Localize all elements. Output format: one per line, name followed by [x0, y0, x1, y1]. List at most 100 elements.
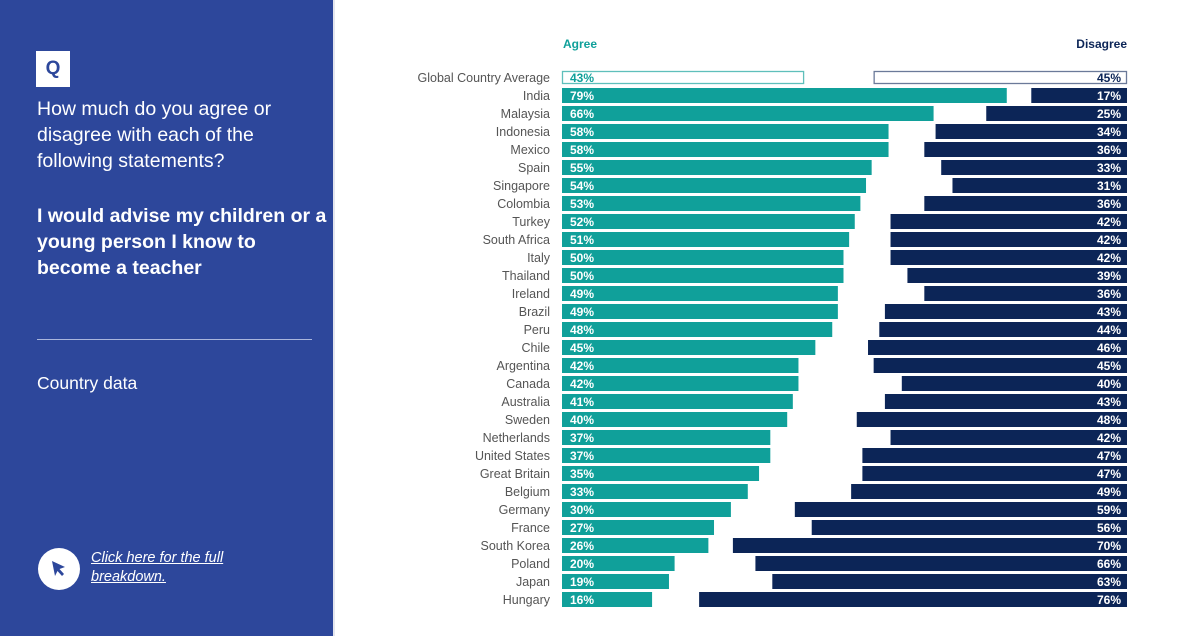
bar-disagree [755, 556, 1127, 571]
bar-agree [562, 250, 844, 265]
value-label-agree: 51% [570, 233, 594, 247]
bar-agree [562, 214, 855, 229]
bar-disagree [794, 502, 1127, 517]
value-label-agree: 26% [570, 539, 594, 553]
bar-agree [562, 574, 669, 589]
bar-disagree [890, 232, 1127, 247]
value-label-disagree: 34% [1097, 125, 1121, 139]
bar-agree [562, 448, 771, 463]
value-label-agree: 53% [570, 197, 594, 211]
value-label-agree: 49% [570, 287, 594, 301]
value-label-disagree: 49% [1097, 485, 1121, 499]
value-label-disagree: 43% [1097, 305, 1121, 319]
category-label: Indonesia [496, 125, 550, 139]
value-label-agree: 48% [570, 323, 594, 337]
bar-disagree [935, 124, 1127, 139]
value-label-agree: 42% [570, 377, 594, 391]
bar-agree [562, 520, 715, 535]
value-label-agree: 37% [570, 449, 594, 463]
category-label: Peru [524, 323, 550, 337]
bar-agree [562, 556, 675, 571]
bar-disagree [952, 178, 1127, 193]
category-label: Poland [511, 557, 550, 571]
category-label: Thailand [502, 269, 550, 283]
bar-disagree-average [873, 70, 1128, 85]
value-label-agree: 19% [570, 575, 594, 589]
category-label: Canada [506, 377, 550, 391]
bar-agree [562, 538, 709, 553]
value-label-agree: 43% [570, 71, 594, 85]
value-label-disagree: 47% [1097, 449, 1121, 463]
value-label-disagree: 48% [1097, 413, 1121, 427]
bar-disagree [901, 376, 1127, 391]
value-label-agree: 50% [570, 269, 594, 283]
bar-disagree [986, 106, 1127, 121]
bar-disagree [699, 592, 1127, 607]
value-label-disagree: 42% [1097, 431, 1121, 445]
bar-agree [562, 232, 850, 247]
bar-disagree [873, 358, 1127, 373]
bar-disagree [811, 520, 1127, 535]
category-label: Belgium [505, 485, 550, 499]
value-label-agree: 58% [570, 143, 594, 157]
divider [37, 339, 312, 340]
value-label-disagree: 17% [1097, 89, 1121, 103]
value-label-agree: 54% [570, 179, 594, 193]
bar-agree [562, 430, 771, 445]
full-breakdown-link[interactable]: Click here for the full breakdown. [91, 550, 224, 585]
category-label: France [511, 521, 550, 535]
value-label-disagree: 36% [1097, 287, 1121, 301]
section-label: Country data [37, 373, 138, 393]
value-label-disagree: 36% [1097, 143, 1121, 157]
value-label-disagree: 31% [1097, 179, 1121, 193]
bar-agree [562, 358, 799, 373]
value-label-agree: 58% [570, 125, 594, 139]
bar-agree [562, 412, 788, 427]
value-label-disagree: 46% [1097, 341, 1121, 355]
value-label-disagree: 70% [1097, 539, 1121, 553]
value-label-disagree: 45% [1097, 71, 1121, 85]
bar-disagree [924, 286, 1127, 301]
value-label-agree: 55% [570, 161, 594, 175]
category-label: Singapore [493, 179, 550, 193]
category-label: Turkey [512, 215, 550, 229]
bar-disagree [862, 448, 1127, 463]
value-label-disagree: 36% [1097, 197, 1121, 211]
value-label-agree: 35% [570, 467, 594, 481]
bar-disagree [884, 394, 1127, 409]
bar-disagree [941, 160, 1127, 175]
value-label-agree: 30% [570, 503, 594, 517]
category-label: Hungary [503, 593, 551, 607]
full-breakdown-button[interactable] [38, 548, 80, 590]
category-label: Mexico [510, 143, 550, 157]
category-label: Italy [527, 251, 551, 265]
value-label-disagree: 42% [1097, 215, 1121, 229]
value-label-disagree: 42% [1097, 233, 1121, 247]
category-label: Brazil [519, 305, 550, 319]
value-label-disagree: 33% [1097, 161, 1121, 175]
value-label-agree: 50% [570, 251, 594, 265]
category-label: Chile [522, 341, 551, 355]
value-label-disagree: 76% [1097, 593, 1121, 607]
bar-disagree [856, 412, 1127, 427]
value-label-disagree: 63% [1097, 575, 1121, 589]
category-label: Ireland [512, 287, 550, 301]
value-label-agree: 66% [570, 107, 594, 121]
bar-agree [562, 376, 799, 391]
bar-disagree [862, 466, 1127, 481]
category-label: Argentina [496, 359, 550, 373]
category-label: South Africa [483, 233, 550, 247]
category-label: India [523, 89, 550, 103]
value-label-disagree: 59% [1097, 503, 1121, 517]
category-label: Global Country Average [418, 71, 551, 85]
bar-agree [562, 304, 838, 319]
value-label-disagree: 40% [1097, 377, 1121, 391]
bar-agree [562, 142, 889, 157]
value-label-disagree: 44% [1097, 323, 1121, 337]
bar-agree [562, 160, 872, 175]
value-label-disagree: 42% [1097, 251, 1121, 265]
value-label-disagree: 45% [1097, 359, 1121, 373]
bar-disagree [1031, 88, 1127, 103]
legend-disagree: Disagree [1076, 37, 1127, 51]
